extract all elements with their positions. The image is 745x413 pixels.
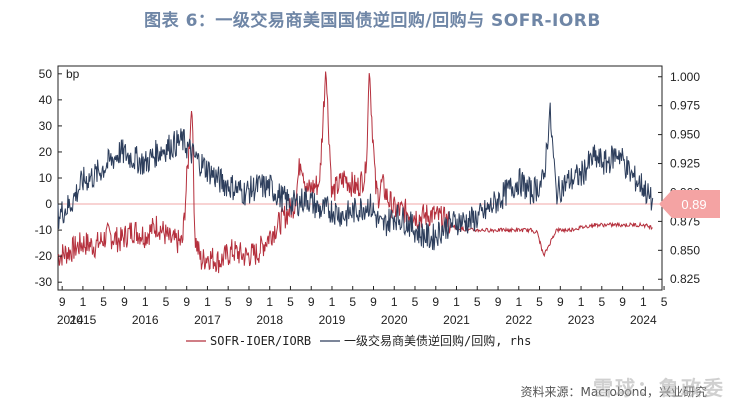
x-month-label: 1 xyxy=(515,295,522,309)
x-year-label: 2022 xyxy=(505,313,532,327)
x-month-label: 9 xyxy=(432,295,439,309)
x-month-label: 5 xyxy=(536,295,543,309)
x-month-label: 1 xyxy=(80,295,87,309)
x-month-label: 9 xyxy=(557,295,564,309)
x-month-label: 1 xyxy=(391,295,398,309)
x-month-label: 9 xyxy=(495,295,502,309)
x-month-label: 5 xyxy=(287,295,294,309)
legend-label-sofr: SOFR-IOER/IORB xyxy=(210,334,311,348)
x-month-label: 9 xyxy=(619,295,626,309)
x-year-label: 2024 xyxy=(630,313,657,327)
x-month-label: 1 xyxy=(204,295,211,309)
x-month-label: 5 xyxy=(598,295,605,309)
x-month-label: 9 xyxy=(370,295,377,309)
left-tick-label: 50 xyxy=(39,67,53,81)
left-tick-label: -30 xyxy=(35,275,53,289)
x-year-label: 2017 xyxy=(194,313,221,327)
left-tick-label: 0 xyxy=(45,197,52,211)
series-layer xyxy=(57,71,654,274)
source-note: 资料来源：Macrobond，兴业研究 xyxy=(520,385,708,399)
x-month-label: 9 xyxy=(121,295,128,309)
right-tick-label: 0.925 xyxy=(670,157,700,171)
x-month-label: 5 xyxy=(412,295,419,309)
legend-label-repo: 一级交易商美债逆回购/回购, rhs xyxy=(344,333,531,348)
x-month-label: 9 xyxy=(183,295,190,309)
right-tick-label: 0.850 xyxy=(670,243,700,257)
chart-title: 图表 6：一级交易商美国国债逆回购/回购与 SOFR-IORB xyxy=(144,11,601,31)
left-axis-unit: bp xyxy=(66,67,80,81)
x-month-label: 5 xyxy=(163,295,170,309)
x-year-label: 2016 xyxy=(132,313,159,327)
x-month-label: 9 xyxy=(246,295,253,309)
x-month-label: 1 xyxy=(453,295,460,309)
left-tick-label: 20 xyxy=(39,145,53,159)
value-marker: 0.89 xyxy=(659,190,720,219)
series-line-sofr-iorb xyxy=(57,71,653,274)
value-marker-shape xyxy=(659,190,720,219)
x-month-label: 5 xyxy=(474,295,481,309)
x-month-label: 1 xyxy=(266,295,273,309)
left-tick-label: 30 xyxy=(39,119,53,133)
left-axis: 50 40 30 20 10 0 -10 -20 -30 bp xyxy=(35,67,80,289)
left-tick-label: -10 xyxy=(35,223,53,237)
x-month-label: 9 xyxy=(59,295,66,309)
x-month-label: 1 xyxy=(578,295,585,309)
right-tick-label: 0.975 xyxy=(670,99,700,113)
x-year-label: 2018 xyxy=(256,313,283,327)
x-month-label: 5 xyxy=(225,295,232,309)
x-month-label: 1 xyxy=(142,295,149,309)
x-year-label: 2021 xyxy=(443,313,470,327)
x-month-label: 5 xyxy=(100,295,107,309)
right-tick-label: 0.825 xyxy=(670,272,700,286)
x-month-label: 9 xyxy=(308,295,315,309)
legend: SOFR-IOER/IORB 一级交易商美债逆回购/回购, rhs xyxy=(186,333,531,348)
x-year-label: 2020 xyxy=(381,313,408,327)
x-year-label: 2019 xyxy=(319,313,346,327)
x-year-label: 2015 xyxy=(70,313,97,327)
left-tick-label: 40 xyxy=(39,93,53,107)
watermark: 雪球：鲁政委 xyxy=(593,376,725,400)
x-month-label: 5 xyxy=(349,295,356,309)
x-year-label: 2014 xyxy=(57,313,84,327)
value-marker-label: 0.89 xyxy=(681,197,706,212)
left-tick-label: -20 xyxy=(35,249,53,263)
x-month-label: 1 xyxy=(640,295,647,309)
x-month-label: 5 xyxy=(661,295,668,309)
right-tick-label: 1.000 xyxy=(670,70,700,84)
x-month-label: 1 xyxy=(329,295,336,309)
x-year-label: 2023 xyxy=(568,313,595,327)
right-tick-label: 0.950 xyxy=(670,128,700,142)
series-line-reverse-repo-ratio xyxy=(57,102,654,251)
left-tick-label: 10 xyxy=(39,171,53,185)
